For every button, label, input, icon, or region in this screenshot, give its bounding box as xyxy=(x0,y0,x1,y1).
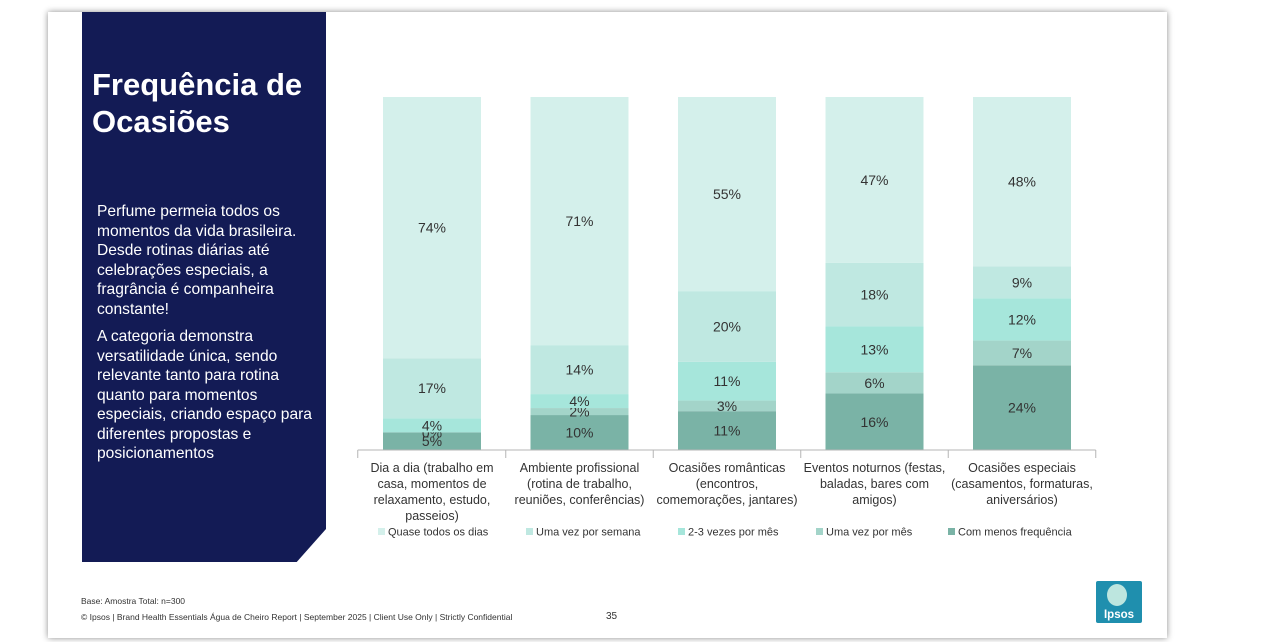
category-label: (casamentos, formaturas, xyxy=(951,477,1093,491)
bar-segment xyxy=(825,326,924,373)
legend-label: Quase todos os dias xyxy=(388,527,489,539)
bar-segment xyxy=(825,262,924,327)
category-label: amigos) xyxy=(852,493,896,507)
bar-segment xyxy=(678,400,776,412)
data-label: 4% xyxy=(569,393,589,409)
category-label: aniversários) xyxy=(986,493,1058,507)
bar-segment xyxy=(973,266,1071,299)
data-label: 9% xyxy=(1012,274,1032,290)
data-label: 5% xyxy=(422,433,442,449)
bar-segment xyxy=(825,372,924,394)
bar-segment xyxy=(530,394,629,409)
category-label: Ocasiões românticas xyxy=(669,461,786,475)
category-label: Ambiente profissional xyxy=(520,461,640,475)
category-label: baladas, bares com xyxy=(820,477,929,491)
title-panel xyxy=(82,12,326,562)
slide-title: Frequência de Ocasiões xyxy=(92,67,303,139)
category-label: Dia a dia (trabalho em xyxy=(371,461,494,475)
bar-segment xyxy=(678,97,776,292)
bar-segment xyxy=(825,97,924,263)
data-label: 20% xyxy=(713,318,741,334)
bar-segment xyxy=(973,340,1071,366)
legend-swatch xyxy=(526,528,533,535)
data-label: 17% xyxy=(418,380,446,396)
intro-paragraph: Perfume permeia todos os momentos da vid… xyxy=(97,203,297,318)
data-label: 4% xyxy=(422,417,442,433)
insight-paragraph: A categoria demonstra versatilidade únic… xyxy=(97,328,312,462)
bar-segment xyxy=(383,432,481,450)
logo-shape xyxy=(1107,584,1127,606)
data-label: 13% xyxy=(860,341,888,357)
data-label: 14% xyxy=(565,362,593,378)
category-label: (rotina de trabalho, xyxy=(527,477,632,491)
category-label: Eventos noturnos (festas, xyxy=(804,461,946,475)
data-label: 48% xyxy=(1008,174,1036,190)
category-label: passeios) xyxy=(405,509,459,523)
bar-segment xyxy=(530,408,629,416)
bar-segment xyxy=(825,393,924,450)
category-label: Ocasiões especiais xyxy=(968,461,1076,475)
data-label: 10% xyxy=(565,425,593,441)
bar-segment xyxy=(383,358,481,419)
category-label: casa, momentos de xyxy=(377,477,486,491)
data-label: 7% xyxy=(1012,345,1032,361)
data-label: 11% xyxy=(714,373,741,389)
legend-label: Uma vez por mês xyxy=(826,527,913,539)
bar-segment xyxy=(678,361,776,401)
legend-label: Uma vez por semana xyxy=(536,527,641,539)
legend-swatch xyxy=(378,528,385,535)
bar-segment xyxy=(383,97,481,359)
data-label: 47% xyxy=(860,172,888,188)
bar-segment xyxy=(678,411,776,450)
bar-segment xyxy=(973,298,1071,341)
ipsos-logo: Ipsos xyxy=(1096,581,1142,623)
bar-segment xyxy=(973,365,1071,450)
logo-text: Ipsos xyxy=(1103,609,1135,621)
bar-segment xyxy=(678,291,776,362)
bar-segment xyxy=(530,415,629,450)
data-label: 12% xyxy=(1008,311,1036,327)
footer-text: © Ipsos | Brand Health Essentials Água d… xyxy=(81,612,513,622)
legend-label: 2-3 vezes por mês xyxy=(688,527,779,539)
legend-swatch xyxy=(948,528,955,535)
data-label: 18% xyxy=(860,287,888,303)
data-label: 16% xyxy=(860,414,888,430)
base-note: Base: Amostra Total: n=300 xyxy=(81,596,186,606)
bar-segment xyxy=(383,418,481,433)
data-label: 3% xyxy=(717,398,737,414)
data-label: 24% xyxy=(1008,400,1036,416)
category-label: reuniões, conferências) xyxy=(515,493,645,507)
data-label: 74% xyxy=(418,220,446,236)
page-number: 35 xyxy=(606,611,618,622)
data-label: 71% xyxy=(565,213,593,229)
legend-label: Com menos frequência xyxy=(958,527,1073,539)
bar-segment xyxy=(973,97,1071,267)
legend-swatch xyxy=(678,528,685,535)
category-label: comemorações, jantares) xyxy=(656,493,797,507)
data-label: 55% xyxy=(713,186,741,202)
category-label: relaxamento, estudo, xyxy=(374,493,491,507)
legend-swatch xyxy=(816,528,823,535)
data-label: 11% xyxy=(714,423,741,439)
data-label: 6% xyxy=(864,375,884,391)
bar-segment xyxy=(530,97,629,346)
bar-segment xyxy=(530,345,629,395)
category-label: (encontros, xyxy=(696,477,759,491)
